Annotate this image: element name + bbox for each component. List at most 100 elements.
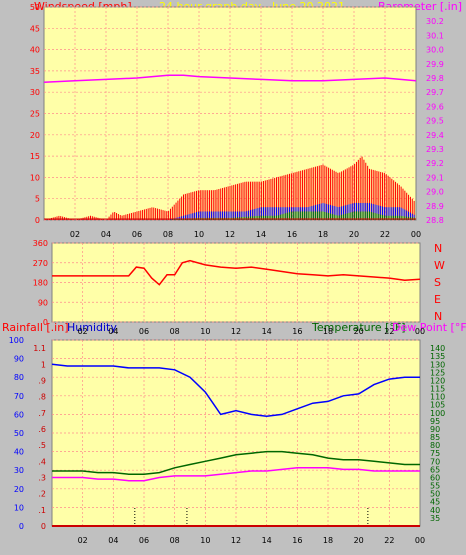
direction-x-tick-label: 12 bbox=[231, 327, 241, 336]
windspeed-y-tick-label: 40 bbox=[30, 46, 40, 55]
barometer-y-tick-label: 29.3 bbox=[426, 145, 444, 154]
humidity-y-tick-label: 50 bbox=[14, 429, 24, 438]
direction-y-tick-label: 270 bbox=[33, 259, 48, 268]
direction-label-w: W bbox=[434, 259, 445, 272]
humidity-y-tick-label: 60 bbox=[14, 410, 24, 419]
humidity-axis-title: Humidity bbox=[67, 321, 117, 334]
direction-y-tick-label: 0 bbox=[43, 318, 48, 327]
temperature-y-tick-label: 120 bbox=[430, 376, 445, 385]
humidity-y-tick-label: 10 bbox=[14, 503, 24, 512]
rainfall-y-tick-label: .2 bbox=[38, 490, 46, 499]
barometer-y-tick-label: 30.1 bbox=[426, 31, 444, 40]
rainfall-y-tick-label: .9 bbox=[38, 376, 46, 385]
humidity-y-tick-label: 30 bbox=[14, 466, 24, 475]
wind-x-tick-label: 18 bbox=[318, 230, 328, 239]
direction-x-tick-label: 00 bbox=[415, 327, 425, 336]
wind-x-tick-label: 08 bbox=[163, 230, 173, 239]
climate-x-tick-label: 18 bbox=[323, 536, 333, 545]
temperature-y-tick-label: 65 bbox=[430, 465, 440, 474]
barometer-y-tick-label: 29.7 bbox=[426, 88, 444, 97]
rainfall-y-tick-label: .3 bbox=[38, 473, 46, 482]
temperature-y-tick-label: 140 bbox=[430, 344, 445, 353]
direction-label-n-top: N bbox=[434, 242, 442, 255]
temperature-y-tick-label: 95 bbox=[430, 417, 440, 426]
windspeed-y-tick-label: 50 bbox=[30, 3, 40, 12]
direction-x-tick-label: 20 bbox=[354, 327, 364, 336]
temperature-y-tick-label: 60 bbox=[430, 473, 440, 482]
barometer-y-tick-label: 29.4 bbox=[426, 131, 444, 140]
climate-x-tick-label: 20 bbox=[354, 536, 364, 545]
direction-x-tick-label: 04 bbox=[108, 327, 118, 336]
barometer-y-tick-label: 30.2 bbox=[426, 17, 444, 26]
windspeed-y-tick-label: 0 bbox=[35, 216, 40, 225]
humidity-y-tick-label: 80 bbox=[14, 373, 24, 382]
wind-x-tick-label: 02 bbox=[70, 230, 80, 239]
climate-x-tick-label: 12 bbox=[231, 536, 241, 545]
temperature-axis-title: Temperature [°F] bbox=[311, 321, 406, 334]
direction-label-n-bottom: N bbox=[434, 310, 442, 323]
windspeed-y-tick-label: 10 bbox=[30, 173, 40, 182]
temperature-y-tick-label: 105 bbox=[430, 401, 445, 410]
rainfall-y-tick-label: 0 bbox=[41, 522, 46, 531]
barometer-y-tick-label: 29.2 bbox=[426, 159, 444, 168]
climate-x-tick-label: 22 bbox=[384, 536, 394, 545]
climate-x-tick-label: 10 bbox=[200, 536, 210, 545]
windspeed-y-tick-label: 15 bbox=[30, 152, 40, 161]
temperature-y-tick-label: 130 bbox=[430, 360, 445, 369]
windspeed-y-tick-label: 20 bbox=[30, 131, 40, 140]
direction-x-tick-label: 02 bbox=[78, 327, 88, 336]
rainfall-y-tick-label: 1 bbox=[41, 360, 46, 369]
direction-y-tick-label: 90 bbox=[38, 298, 48, 307]
barometer-y-tick-label: 30.0 bbox=[426, 46, 444, 55]
barometer-y-tick-label: 28.8 bbox=[426, 216, 444, 225]
rainfall-y-tick-label: .6 bbox=[38, 425, 46, 434]
direction-label-s: S bbox=[434, 276, 441, 289]
direction-y-tick-label: 360 bbox=[33, 239, 48, 248]
humidity-y-tick-label: 70 bbox=[14, 392, 24, 401]
direction-x-tick-label: 22 bbox=[384, 327, 394, 336]
rainfall-axis-title: Rainfall [.in] bbox=[2, 321, 69, 334]
temperature-y-tick-label: 35 bbox=[430, 514, 440, 523]
direction-y-tick-label: 180 bbox=[33, 279, 48, 288]
wind-x-tick-label: 22 bbox=[380, 230, 390, 239]
dewpoint-line bbox=[52, 467, 420, 482]
climate-x-tick-label: 08 bbox=[170, 536, 180, 545]
rainfall-y-tick-label: .4 bbox=[38, 457, 46, 466]
wind-x-tick-label: 00 bbox=[411, 230, 421, 239]
windspeed-y-tick-label: 45 bbox=[30, 24, 40, 33]
windspeed-y-tick-label: 30 bbox=[30, 88, 40, 97]
direction-x-tick-label: 14 bbox=[262, 327, 272, 336]
barometer-y-tick-label: 29.9 bbox=[426, 60, 444, 69]
windspeed-y-tick-label: 5 bbox=[35, 195, 40, 204]
rainfall-y-tick-label: .8 bbox=[38, 393, 46, 402]
climate-x-tick-label: 04 bbox=[108, 536, 118, 545]
wind-direction-line bbox=[52, 259, 421, 286]
temperature-y-tick-label: 100 bbox=[430, 409, 445, 418]
climate-x-tick-label: 00 bbox=[415, 536, 425, 545]
climate-x-tick-label: 14 bbox=[262, 536, 272, 545]
temperature-y-tick-label: 80 bbox=[430, 441, 440, 450]
temperature-y-tick-label: 85 bbox=[430, 433, 440, 442]
wind-x-tick-label: 14 bbox=[256, 230, 266, 239]
climate-x-tick-label: 16 bbox=[292, 536, 302, 545]
temperature-y-tick-label: 70 bbox=[430, 457, 440, 466]
temperature-y-tick-label: 115 bbox=[430, 385, 445, 394]
barometer-y-tick-label: 29.6 bbox=[426, 102, 444, 111]
direction-x-tick-label: 08 bbox=[170, 327, 180, 336]
wind-x-tick-label: 04 bbox=[101, 230, 111, 239]
direction-x-tick-label: 06 bbox=[139, 327, 149, 336]
temperature-y-tick-label: 45 bbox=[430, 498, 440, 507]
temperature-line bbox=[52, 450, 420, 475]
rainfall-y-tick-label: 1.1 bbox=[33, 344, 46, 353]
wind-x-tick-label: 12 bbox=[225, 230, 235, 239]
wind-x-tick-label: 20 bbox=[349, 230, 359, 239]
climate-x-tick-label: 06 bbox=[139, 536, 149, 545]
direction-x-tick-label: 18 bbox=[323, 327, 333, 336]
humidity-y-tick-label: 0 bbox=[19, 522, 24, 531]
climate-x-tick-label: 02 bbox=[78, 536, 88, 545]
temperature-y-tick-label: 125 bbox=[430, 368, 445, 377]
rainfall-y-tick-label: .5 bbox=[38, 441, 46, 450]
temperature-y-tick-label: 75 bbox=[430, 449, 440, 458]
